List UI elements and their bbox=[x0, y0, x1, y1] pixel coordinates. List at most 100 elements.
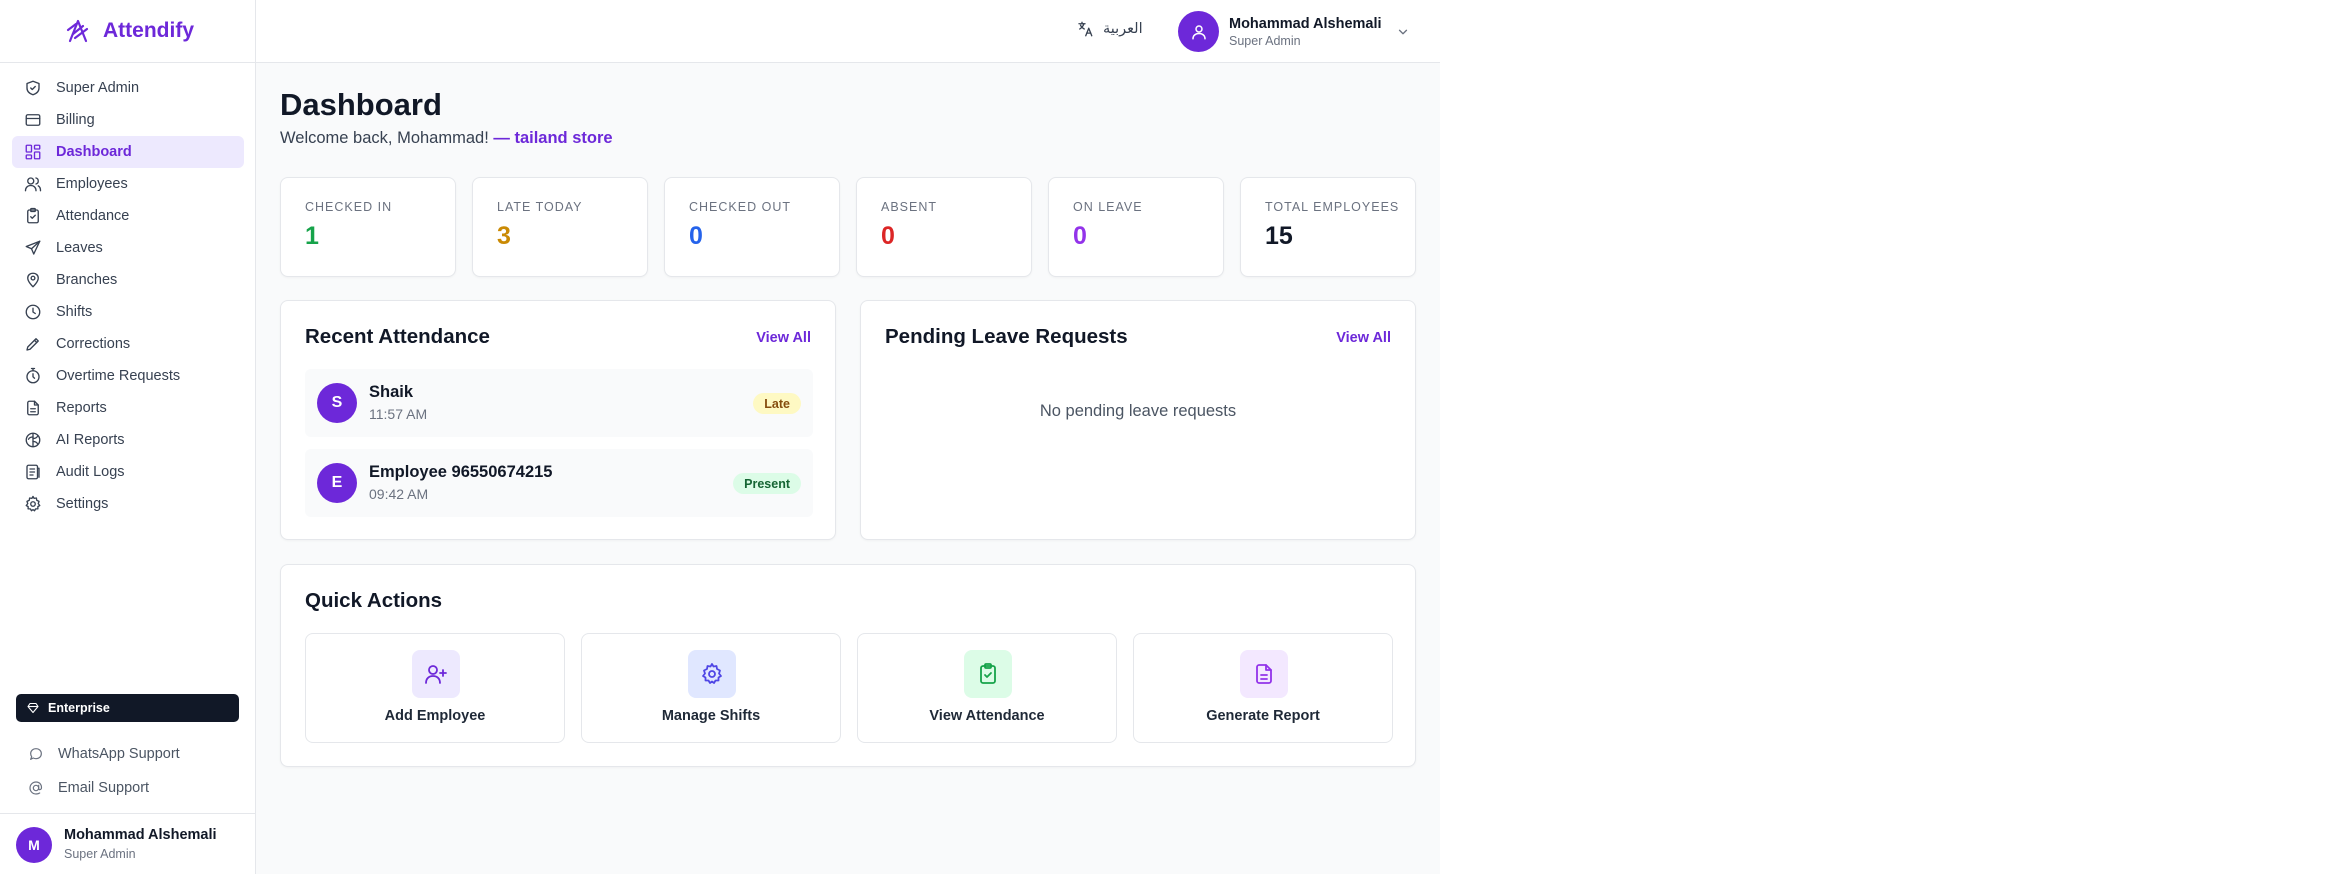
sidebar-item-label: Super Admin bbox=[56, 80, 140, 96]
logo[interactable]: Attendify bbox=[0, 0, 255, 63]
sidebar-item-employees[interactable]: Employees bbox=[12, 168, 244, 200]
translate-icon bbox=[1078, 21, 1093, 37]
sidebar-item-label: Employees bbox=[56, 176, 128, 192]
sidebar-item-label: Leaves bbox=[56, 240, 103, 256]
brain-icon bbox=[24, 431, 42, 449]
sidebar-item-label: Corrections bbox=[56, 336, 131, 352]
stat-label: ON LEAVE bbox=[1073, 200, 1143, 214]
app-name: Attendify bbox=[103, 19, 194, 42]
employee-name: Employee 96550674215 bbox=[369, 463, 553, 481]
stat-card-absent[interactable]: ABSENT 0 bbox=[856, 177, 1032, 277]
stat-label: CHECKED IN bbox=[305, 200, 393, 214]
add-employee-button[interactable]: Add Employee bbox=[305, 633, 565, 743]
whatsapp-support-label: WhatsApp Support bbox=[58, 746, 180, 762]
sidebar-user[interactable]: M Mohammad Alshemali Super Admin bbox=[0, 813, 256, 874]
sidebar-item-billing[interactable]: Billing bbox=[12, 104, 244, 136]
sidebar-user-role: Super Admin bbox=[64, 847, 136, 861]
avatar: M bbox=[16, 827, 52, 863]
stats-row: CHECKED IN 1 LATE TODAY 3 CHECKED OUT 0 … bbox=[280, 177, 1416, 277]
quick-actions-card: Quick Actions Add Employee Manage Shifts… bbox=[280, 564, 1416, 767]
stat-label: TOTAL EMPLOYEES bbox=[1265, 200, 1400, 214]
welcome-message: Welcome back, Mohammad! — tailand store bbox=[280, 129, 613, 148]
sidebar-item-label: Reports bbox=[56, 400, 107, 416]
card-title: Pending Leave Requests bbox=[885, 325, 1128, 348]
stat-value: 0 bbox=[881, 222, 895, 250]
sidebar-item-label: Shifts bbox=[56, 304, 93, 320]
sidebar-item-corrections[interactable]: Corrections bbox=[12, 328, 244, 360]
pencil-icon bbox=[24, 335, 42, 353]
sidebar-item-attendance[interactable]: Attendance bbox=[12, 200, 244, 232]
clock-icon bbox=[24, 303, 42, 321]
shield-icon bbox=[24, 79, 42, 97]
at-sign-icon bbox=[29, 781, 43, 795]
sidebar-item-label: Settings bbox=[56, 496, 109, 512]
email-support-label: Email Support bbox=[58, 780, 150, 796]
sidebar-item-label: Attendance bbox=[56, 208, 130, 224]
sidebar-item-super-admin[interactable]: Super Admin bbox=[12, 72, 244, 104]
stat-value: 15 bbox=[1265, 222, 1293, 250]
clipboard-check-icon bbox=[24, 207, 42, 225]
user-icon bbox=[1191, 24, 1206, 39]
avatar bbox=[1178, 11, 1219, 52]
empty-state-message: No pending leave requests bbox=[1039, 402, 1237, 420]
sidebar-item-settings[interactable]: Settings bbox=[12, 488, 244, 520]
quick-action-label: View Attendance bbox=[929, 708, 1045, 724]
user-plus-icon bbox=[412, 650, 460, 698]
list-item[interactable]: S Shaik 11:57 AM Late bbox=[305, 369, 813, 437]
stat-card-late-today[interactable]: LATE TODAY 3 bbox=[472, 177, 648, 277]
credit-card-icon bbox=[24, 111, 42, 129]
whatsapp-support-link[interactable]: WhatsApp Support bbox=[16, 740, 239, 768]
stat-card-checked-out[interactable]: CHECKED OUT 0 bbox=[664, 177, 840, 277]
sidebar-item-shifts[interactable]: Shifts bbox=[12, 296, 244, 328]
chat-icon bbox=[30, 748, 42, 760]
stat-value: 3 bbox=[497, 222, 511, 250]
avatar: S bbox=[317, 383, 357, 423]
top-header: العربية Mohammad Alshemali Super Admin bbox=[256, 0, 1440, 63]
sidebar-item-dashboard[interactable]: Dashboard bbox=[12, 136, 244, 168]
gear-icon bbox=[24, 495, 42, 513]
view-all-leaves-link[interactable]: View All bbox=[1336, 330, 1391, 346]
stat-value: 0 bbox=[1073, 222, 1087, 250]
stat-card-checked-in[interactable]: CHECKED IN 1 bbox=[280, 177, 456, 277]
blank-area bbox=[1440, 0, 2341, 874]
users-icon bbox=[24, 175, 42, 193]
sidebar-item-label: Audit Logs bbox=[56, 464, 125, 480]
view-attendance-button[interactable]: View Attendance bbox=[857, 633, 1117, 743]
sidebar-item-leaves[interactable]: Leaves bbox=[12, 232, 244, 264]
quick-action-label: Generate Report bbox=[1206, 708, 1320, 724]
recent-attendance-card: Recent Attendance View All S Shaik 11:57… bbox=[280, 300, 836, 540]
sidebar-item-branches[interactable]: Branches bbox=[12, 264, 244, 296]
stat-card-total-employees[interactable]: TOTAL EMPLOYEES 15 bbox=[1240, 177, 1416, 277]
language-switcher[interactable]: العربية bbox=[1076, 20, 1143, 38]
email-support-link[interactable]: Email Support bbox=[16, 774, 239, 802]
sidebar-item-audit-logs[interactable]: Audit Logs bbox=[12, 456, 244, 488]
check-in-time: 09:42 AM bbox=[369, 486, 429, 502]
plane-icon bbox=[24, 239, 42, 257]
sidebar-item-label: Overtime Requests bbox=[56, 368, 181, 384]
sidebar-item-reports[interactable]: Reports bbox=[12, 392, 244, 424]
sidebar-item-label: Billing bbox=[56, 112, 95, 128]
stat-card-on-leave[interactable]: ON LEAVE 0 bbox=[1048, 177, 1224, 277]
sidebar-item-overtime-requests[interactable]: Overtime Requests bbox=[12, 360, 244, 392]
stat-value: 1 bbox=[305, 222, 319, 250]
gear-icon bbox=[688, 650, 736, 698]
sidebar-nav: Super Admin Billing Dashboard Employees … bbox=[12, 72, 244, 520]
check-in-time: 11:57 AM bbox=[369, 406, 428, 422]
user-menu[interactable]: Mohammad Alshemali Super Admin bbox=[1178, 11, 1410, 52]
card-title: Recent Attendance bbox=[305, 325, 490, 348]
grid-icon bbox=[24, 143, 42, 161]
list-item[interactable]: E Employee 96550674215 09:42 AM Present bbox=[305, 449, 813, 517]
stat-label: LATE TODAY bbox=[497, 200, 583, 214]
sidebar: Attendify Super Admin Billing Dashboard … bbox=[0, 0, 256, 874]
header-user-info: Mohammad Alshemali Super Admin bbox=[1229, 16, 1382, 48]
quick-action-label: Manage Shifts bbox=[661, 708, 761, 724]
status-badge: Late bbox=[753, 393, 801, 414]
diamond-icon bbox=[27, 702, 39, 714]
view-all-attendance-link[interactable]: View All bbox=[756, 330, 811, 346]
manage-shifts-button[interactable]: Manage Shifts bbox=[581, 633, 841, 743]
welcome-text: Welcome back, Mohammad! bbox=[280, 129, 489, 147]
sidebar-item-ai-reports[interactable]: AI Reports bbox=[12, 424, 244, 456]
logo-icon bbox=[66, 19, 89, 43]
generate-report-button[interactable]: Generate Report bbox=[1133, 633, 1393, 743]
header-user-role: Super Admin bbox=[1229, 33, 1301, 48]
